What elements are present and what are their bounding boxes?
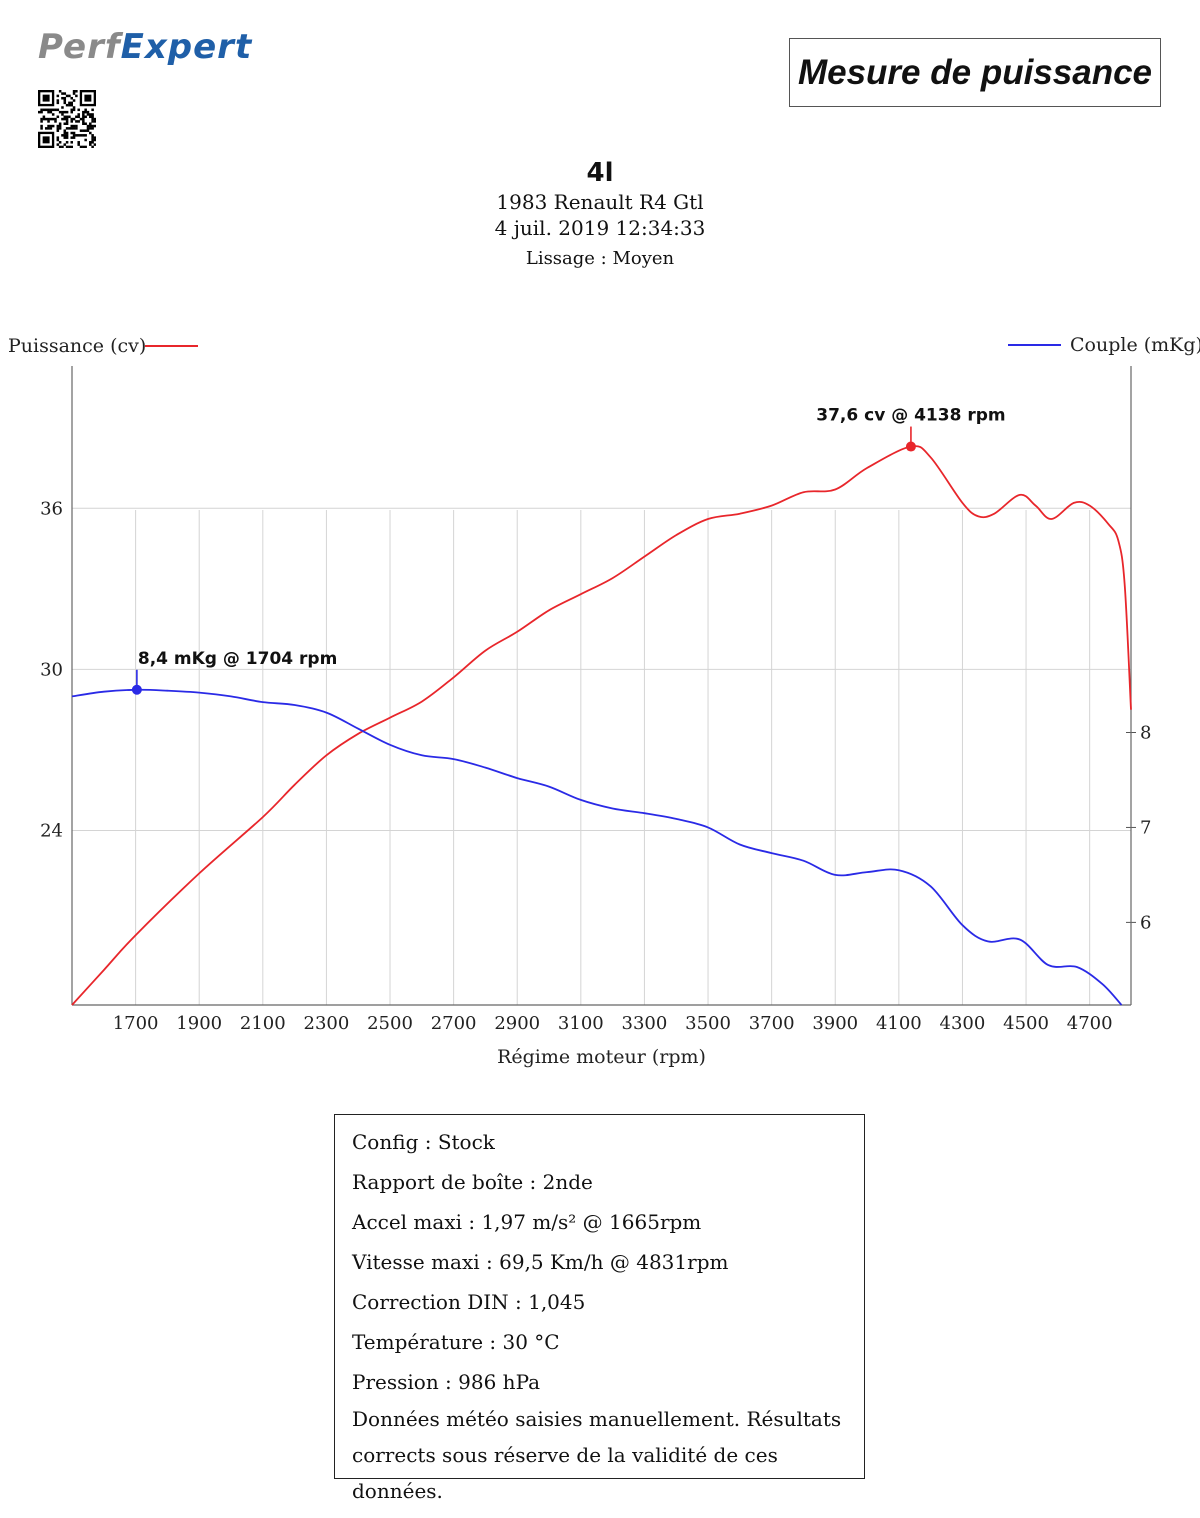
peak-power-label: 37,6 cv @ 4138 rpm: [816, 406, 1005, 426]
y-right-tick-label: 6: [1140, 912, 1151, 933]
peak-torque-label: 8,4 mKg @ 1704 rpm: [138, 649, 337, 669]
x-tick-label: 3300: [622, 1013, 668, 1034]
y-right-tick-label: 7: [1140, 817, 1151, 838]
peak-power-marker: [905, 441, 916, 452]
info-accel: Accel maxi : 1,97 m/s² @ 1665rpm: [352, 1210, 702, 1234]
info-pressure: Pression : 986 hPa: [352, 1370, 541, 1394]
info-config: Config : Stock: [352, 1130, 495, 1154]
x-tick-label: 3700: [749, 1013, 795, 1034]
info-din-correction: Correction DIN : 1,045: [352, 1290, 586, 1314]
x-axis-title: Régime moteur (rpm): [497, 1046, 706, 1068]
x-tick-label: 2500: [367, 1013, 413, 1034]
run-date: 4 juil. 2019 12:34:33: [494, 216, 706, 240]
x-tick-label: 1700: [113, 1013, 159, 1034]
smoothing-setting: Lissage : Moyen: [525, 248, 675, 269]
y-left-tick-label: 36: [40, 498, 63, 519]
legend-left-label: Puissance (cv): [8, 335, 146, 357]
x-tick-label: 4500: [1003, 1013, 1049, 1034]
x-tick-label: 2900: [494, 1013, 540, 1034]
vehicle-description: 1983 Renault R4 Gtl: [496, 190, 704, 214]
brand-logo-part1: Perf: [38, 27, 121, 67]
x-tick-label: 4700: [1067, 1013, 1113, 1034]
info-speed: Vitesse maxi : 69,5 Km/h @ 4831rpm: [352, 1250, 729, 1274]
y-left-tick-label: 24: [40, 820, 63, 841]
y-left-tick-label: 30: [40, 659, 63, 680]
legend-right-label: Couple (mKg): [1070, 334, 1200, 356]
run-info-box: Config : Stock Rapport de boîte : 2nde A…: [334, 1114, 865, 1503]
report-title-box: Mesure de puissance: [789, 38, 1161, 107]
x-tick-label: 4100: [876, 1013, 922, 1034]
x-tick-label: 3500: [685, 1013, 731, 1034]
x-tick-label: 2100: [240, 1013, 286, 1034]
info-temperature: Température : 30 °C: [352, 1330, 560, 1354]
brand-logo-part2: Expert: [120, 27, 253, 67]
torque-series-line: [71, 688, 1123, 1006]
x-tick-label: 2700: [431, 1013, 477, 1034]
vehicle-name: 4l: [586, 158, 614, 188]
brand-logo: PerfExpert: [38, 30, 252, 64]
qr-code-icon: [38, 90, 96, 148]
x-tick-label: 3900: [812, 1013, 858, 1034]
x-tick-label: 2300: [304, 1013, 350, 1034]
info-gear: Rapport de boîte : 2nde: [352, 1170, 593, 1194]
x-tick-label: 4300: [940, 1013, 986, 1034]
peak-torque-marker: [131, 684, 142, 695]
x-tick-label: 1900: [176, 1013, 222, 1034]
info-weather-note: Données météo saisies manuellement. Résu…: [352, 1407, 842, 1503]
power-series-line: [71, 445, 1132, 1006]
x-tick-label: 3100: [558, 1013, 604, 1034]
report-title: Mesure de puissance: [797, 52, 1153, 92]
dyno-chart: 1700 1900 2100 2300 2500 2700 2900 3100 3300 3500…: [8, 334, 1200, 1068]
y-right-tick-label: 8: [1140, 722, 1151, 743]
